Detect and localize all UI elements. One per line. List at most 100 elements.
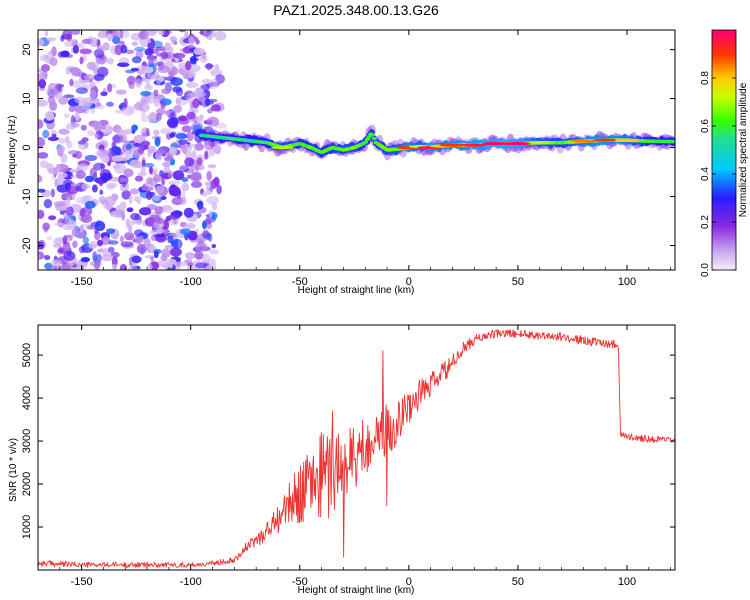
noise-blob <box>145 128 150 136</box>
noise-blob <box>111 256 118 267</box>
noise-blob <box>137 144 145 155</box>
noise-blob <box>95 150 100 158</box>
noise-blob <box>156 148 166 155</box>
noise-blob <box>89 89 97 100</box>
spectrogram-noise-blobs <box>38 30 227 270</box>
noise-blob <box>64 234 69 239</box>
noise-blob <box>89 81 96 89</box>
noise-blob <box>47 136 60 142</box>
noise-blob <box>57 145 66 153</box>
noise-blob <box>71 227 79 237</box>
noise-blob <box>206 116 220 127</box>
noise-blob <box>57 137 67 144</box>
noise-blob <box>187 174 192 179</box>
noise-blob <box>72 44 79 54</box>
noise-blob <box>196 157 203 166</box>
noise-blob <box>145 191 153 200</box>
noise-blob <box>137 200 141 205</box>
noise-blob <box>60 50 70 58</box>
ridge-core <box>370 133 376 137</box>
noise-blob <box>208 210 213 219</box>
noise-blob <box>101 123 106 130</box>
noise-blob <box>168 187 180 197</box>
spectrogram-frame <box>37 29 676 271</box>
noise-blob <box>177 115 188 122</box>
noise-blob <box>186 131 194 142</box>
noise-blob <box>152 194 160 201</box>
noise-blob <box>207 164 217 169</box>
noise-blob <box>214 31 227 41</box>
noise-blob <box>38 136 46 148</box>
noise-blob <box>84 154 98 162</box>
noise-blob <box>75 170 86 179</box>
noise-blob <box>38 253 40 260</box>
noise-blob <box>193 47 205 55</box>
noise-blob <box>203 265 215 270</box>
noise-blob <box>100 91 108 97</box>
noise-blob <box>128 220 135 227</box>
noise-blob <box>38 188 46 193</box>
noise-blob <box>184 157 195 167</box>
y-tick-label: 20 <box>21 43 33 55</box>
noise-blob <box>114 44 123 56</box>
noise-blob <box>95 102 102 107</box>
noise-blob <box>124 140 131 145</box>
noise-blob <box>51 133 57 138</box>
noise-blob <box>135 78 142 89</box>
noise-blob <box>149 166 153 174</box>
noise-blob <box>141 159 146 167</box>
noise-blob <box>205 98 211 107</box>
noise-blob <box>38 152 49 159</box>
noise-blob <box>143 237 151 246</box>
noise-blob <box>141 140 151 147</box>
noise-blob <box>128 195 133 205</box>
noise-blob <box>98 119 109 126</box>
noise-blob <box>91 120 102 130</box>
noise-blob <box>202 230 210 239</box>
noise-blob <box>184 259 193 264</box>
noise-blob <box>181 125 192 133</box>
noise-blob <box>134 46 146 52</box>
noise-blob <box>84 200 96 209</box>
noise-blob <box>112 263 117 270</box>
noise-blob <box>43 255 51 260</box>
noise-blob <box>93 255 98 263</box>
noise-blob <box>216 184 222 195</box>
noise-blob <box>210 179 218 190</box>
noise-blob <box>204 219 212 225</box>
noise-blob <box>82 236 90 244</box>
noise-blob <box>117 62 130 68</box>
noise-blob <box>63 250 76 261</box>
noise-blob <box>72 240 78 249</box>
noise-blob <box>178 30 187 33</box>
noise-blob <box>71 122 80 128</box>
noise-blob <box>200 84 211 91</box>
noise-blob <box>80 214 93 224</box>
noise-blob <box>169 247 182 257</box>
noise-blob <box>89 167 98 178</box>
noise-blob <box>156 113 162 121</box>
noise-blob <box>213 144 222 155</box>
noise-blob <box>140 114 150 123</box>
noise-blob <box>130 188 139 195</box>
noise-blob <box>48 215 57 221</box>
noise-blob <box>161 178 166 186</box>
noise-blob <box>147 55 157 62</box>
noise-blob <box>102 42 110 51</box>
noise-blob <box>169 146 178 156</box>
noise-blob <box>171 66 178 76</box>
noise-blob <box>74 111 80 121</box>
noise-blob <box>208 249 220 255</box>
noise-blob <box>175 133 188 140</box>
noise-blob <box>130 67 140 72</box>
noise-blob <box>185 81 199 89</box>
noise-blob <box>183 207 194 218</box>
noise-blob <box>111 155 124 162</box>
noise-blob <box>195 39 200 45</box>
noise-blob <box>195 115 203 123</box>
colorbar-label: Normalized spectral amplitude <box>738 82 749 217</box>
noise-blob <box>96 253 102 263</box>
y-tick-label: -20 <box>21 238 33 254</box>
noise-blob <box>96 44 104 52</box>
